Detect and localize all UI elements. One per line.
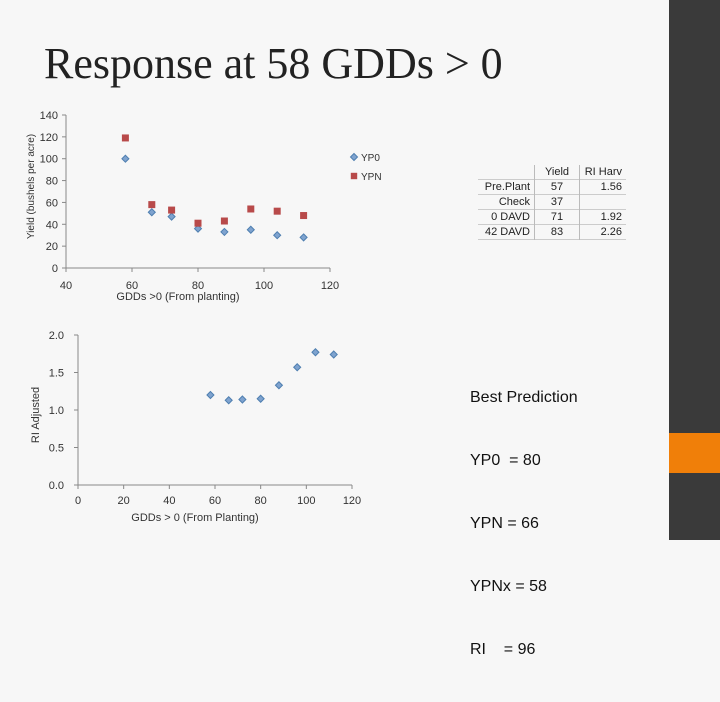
data-point-diamond (121, 154, 130, 163)
table-header-row: Yield RI Harv (478, 165, 626, 180)
legend-label-ypn: YPN (361, 172, 382, 183)
table-cell-ri (580, 195, 627, 210)
data-point-diamond (206, 390, 215, 400)
data-point-diamond (246, 225, 256, 234)
table-row: 42 DAVD 83 2.26 (478, 224, 626, 240)
slide: Response at 58 GDDs > 0 0 20 40 60 80 100 120 1… (26, 0, 720, 658)
table-cell-yield: 57 (534, 179, 580, 195)
data-point-square (220, 217, 228, 225)
data-point-diamond (220, 227, 229, 237)
data-point-diamond (147, 208, 157, 217)
data-point-square (168, 206, 176, 214)
data-point-square (194, 219, 202, 227)
data-point-diamond (238, 395, 247, 404)
data-point-diamond (272, 231, 282, 240)
data-point-square (350, 172, 358, 180)
table-row-label: Check (478, 194, 535, 210)
table-header-cell: Yield (534, 165, 580, 180)
sidebar-accent-block (669, 433, 720, 473)
prediction-line: YP0 = 80 (470, 452, 541, 469)
data-point-square (300, 212, 308, 220)
x-tick-label: 40 (60, 280, 72, 292)
x-tick-label: 40 (163, 495, 175, 507)
legend-label-ypo: YP0 (361, 153, 380, 164)
data-point-diamond (193, 224, 203, 233)
y-tick-label: 0.5 (49, 443, 64, 455)
table-cell-ri: 1.56 (600, 181, 622, 193)
data-point-square (273, 207, 281, 215)
ri-adjusted-scatter-chart: 0.0 0.5 1.0 1.5 2.0 0 20 40 60 80 100 120 GDDs > 0 (… (30, 330, 361, 524)
prediction-line: YPN = 66 (470, 515, 539, 532)
y-tick-label: 120 (40, 132, 58, 144)
prediction-line: RI = 96 (470, 641, 536, 658)
x-axis-title: GDDs > 0 (From Planting) (131, 512, 258, 524)
best-prediction-box: Best Prediction YP0 = 80 YPN = 66 YPNx =… (470, 345, 578, 702)
table-row-label: 42 DAVD (478, 224, 535, 240)
table-header-cell (478, 165, 535, 180)
table-row-label: Pre.Plant (478, 179, 535, 195)
y-tick-label: 20 (46, 241, 58, 253)
prediction-heading: Best Prediction (470, 389, 578, 406)
y-axis-title: Yield (bushels per acre) (26, 134, 37, 239)
data-point-square (148, 201, 156, 209)
yield-table: Yield RI Harv Pre.Plant 57 1.56 Check 37… (478, 165, 626, 240)
x-tick-label: 80 (255, 495, 267, 507)
table-cell-yield: 37 (534, 194, 580, 210)
x-axis-title: GDDs >0 (From planting) (116, 291, 239, 303)
y-tick-label: 1.0 (49, 405, 64, 417)
table-header-cell: RI Harv (584, 166, 622, 178)
table-row-label: 0 DAVD (478, 209, 535, 225)
y-tick-label: 40 (46, 219, 58, 231)
y-tick-label: 2.0 (49, 330, 64, 342)
x-tick-label: 120 (321, 280, 339, 292)
slide-title: Response at 58 GDDs > 0 (44, 39, 503, 88)
x-tick-label: 20 (118, 495, 130, 507)
y-tick-label: 80 (46, 176, 58, 188)
data-point-diamond (167, 212, 176, 221)
y-tick-label: 1.5 (49, 368, 64, 380)
data-point-diamond (292, 363, 302, 372)
x-tick-label: 0 (75, 495, 81, 507)
table-cell-yield: 83 (534, 224, 580, 240)
x-tick-label: 80 (192, 280, 204, 292)
table-row: Pre.Plant 57 1.56 (478, 179, 626, 195)
data-point-diamond (299, 233, 308, 242)
table-row: Check 37 (478, 194, 627, 210)
table-cell-ri: 2.26 (600, 226, 622, 238)
x-tick-label: 100 (297, 495, 315, 507)
table-cell-yield: 71 (534, 209, 580, 225)
x-tick-label: 120 (343, 495, 361, 507)
table-row: 0 DAVD 71 1.92 (478, 209, 626, 225)
x-tick-label: 60 (209, 495, 221, 507)
x-tick-label: 60 (126, 280, 138, 292)
yield-scatter-chart: 0 20 40 60 80 100 120 140 40 60 80 100 120 GDDs >0 (F… (26, 110, 382, 303)
y-tick-label: 0.0 (49, 480, 64, 492)
y-tick-label: 100 (40, 154, 58, 166)
data-point-diamond (311, 348, 320, 357)
data-point-square (121, 134, 129, 142)
prediction-line: YPNx = 58 (470, 578, 547, 595)
y-tick-label: 0 (52, 263, 58, 275)
x-tick-label: 100 (255, 280, 273, 292)
data-point-diamond (329, 350, 338, 359)
data-point-diamond (224, 396, 233, 405)
y-tick-label: 140 (40, 110, 58, 122)
data-point-diamond (274, 381, 284, 390)
data-point-diamond (349, 152, 359, 162)
y-tick-label: 60 (46, 197, 58, 209)
y-axis-title: RI Adjusted (30, 387, 42, 443)
data-point-diamond (256, 394, 265, 403)
table-cell-ri: 1.92 (600, 211, 622, 223)
data-point-square (247, 205, 255, 213)
